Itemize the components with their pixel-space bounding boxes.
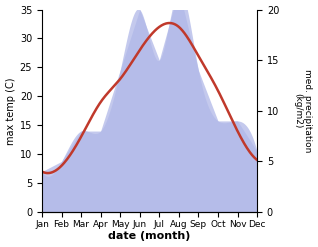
X-axis label: date (month): date (month) [108,231,191,242]
Y-axis label: med. precipitation
(kg/m2): med. precipitation (kg/m2) [293,69,313,152]
Y-axis label: max temp (C): max temp (C) [5,77,16,144]
